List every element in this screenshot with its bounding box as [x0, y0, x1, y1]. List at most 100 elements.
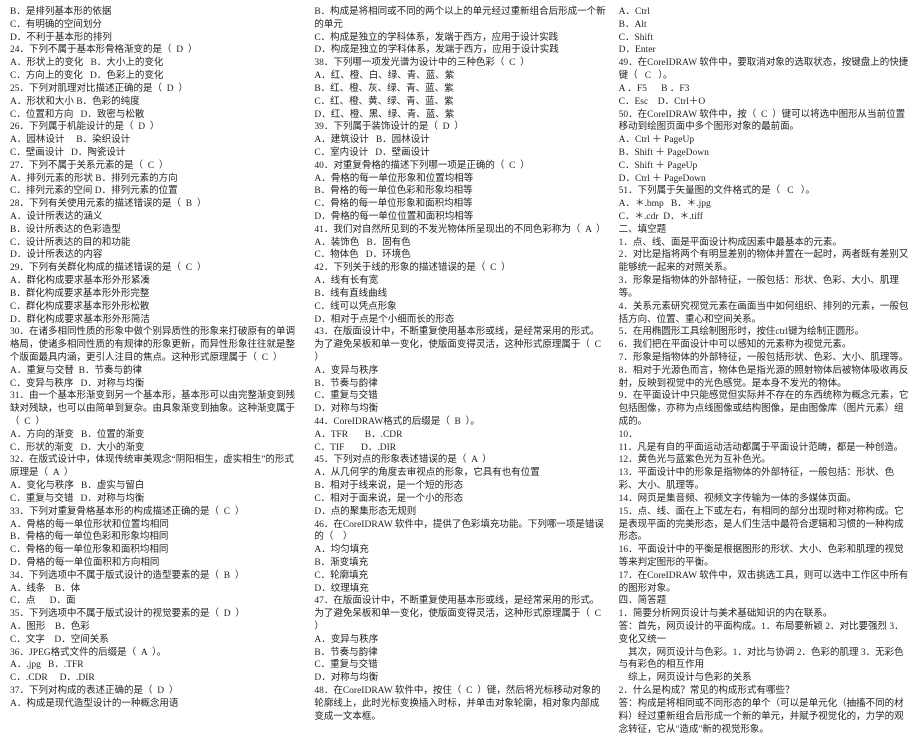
text-line: D．Enter	[619, 44, 910, 57]
text-line: C．点 D．面	[10, 595, 301, 608]
text-line: D．相对于点是个小细而长的形态	[314, 314, 605, 327]
text-line: 综上，网页设计与色彩的关系	[619, 672, 910, 685]
text-line: 44．CoreIDRAW格式的后缀是（ B ）。	[314, 416, 605, 429]
column-right: A．CtrlB．AltC．ShiftD．Enter49．在CoreIDRAW 软…	[612, 6, 916, 645]
text-line: A．骨格的每一单位形象和位置均相等	[314, 173, 605, 186]
text-line: A．均匀填充	[314, 544, 605, 557]
text-line: B．设计所表达的色彩造型	[10, 224, 301, 237]
text-line: D．不利于基本形的排列	[10, 32, 301, 45]
text-line: A．方向的渐变 B．位置的渐变	[10, 429, 301, 442]
text-line: 48．在CoreIDRAW 软件中，按住（ C ）键，然后将光标移动对象的轮廓线…	[314, 685, 605, 723]
text-line: 24．下列不属于基本形骨格渐变的是（ D ）	[10, 44, 301, 57]
text-line: 9．在平面设计中只能感觉但实际并不存在的东西统称为概念元素，它包括图像，亦称为点…	[619, 390, 910, 428]
text-line: C．文字 D．空间关系	[10, 634, 301, 647]
text-line: 13．平面设计中的形象是指物体的外部特征，一般包括：形状、色彩、大小、肌理等。	[619, 467, 910, 493]
text-line: 47．在版面设计中，不断重复使用基本形或线，是经常采用的形式。为了避免呆板和单一…	[314, 595, 605, 633]
text-line: C．重复与交错 D．对称与均衡	[10, 493, 301, 506]
text-line: 14．网页是集音频、视频文字传输为一体的多媒体页面。	[619, 493, 910, 506]
text-line: 51．下列属于矢量图的文件格式的是（ C ）。	[619, 185, 910, 198]
text-line: A．设计所表达的涵义	[10, 211, 301, 224]
text-line: 5．在用椭圆形工具绘制图形时，按住ctrl键为绘制正圆形。	[619, 326, 910, 339]
text-line: A．群化构成要求基本形外形紧凑	[10, 275, 301, 288]
text-line: D．群化构成要求基本形外形简洁	[10, 314, 301, 327]
text-line: 四．简答题	[619, 595, 910, 608]
text-line: A．Ctrl ＋ PageUp	[619, 134, 910, 147]
text-line: C．方向上的变化 D．色彩上的变化	[10, 70, 301, 83]
text-line: D．红、橙、黑、绿、青、蓝、紫	[314, 109, 605, 122]
text-line: A．形状上的变化 B．大小上的变化	[10, 57, 301, 70]
text-line: B．Shift ＋ PageDown	[619, 147, 910, 160]
text-line: D．Ctrl ＋ PageDown	[619, 173, 910, 186]
text-line: C．位置和方向 D．致密与松散	[10, 109, 301, 122]
text-line: 17．在CoreIDRAW 软件中，双击挑选工具，则可以选中工作区中所有的图形对…	[619, 570, 910, 596]
text-line: A．园林设计 B．染织设计	[10, 134, 301, 147]
text-line: C．室内设计 D．壁画设计	[314, 147, 605, 160]
text-line: B．骨格的每一单位色彩和形象均相同	[10, 531, 301, 544]
text-line: C．Shift	[619, 32, 910, 45]
text-line: B．渐变填充	[314, 557, 605, 570]
text-line: C．变异与秩序 D．对称与均衡	[10, 378, 301, 391]
text-line: B．相对于线来说，是一个短的形态	[314, 480, 605, 493]
text-line: 26．下列属于机能设计的是（ D ）	[10, 121, 301, 134]
text-line: A．TFR B．.CDR	[314, 429, 605, 442]
text-line: D．骨格的每一单位面积和方向相同	[10, 557, 301, 570]
text-line: C．骨格的每一单位形象和面积均相等	[314, 198, 605, 211]
text-line: 43．在版面设计中，不断重复使用基本形或线，是经常采用的形式。为了避免呆板和单一…	[314, 326, 605, 364]
text-line: 2．对比是指将两个有明显差别的物体并置在一起时，两者既有差别又能够统一起来的对照…	[619, 249, 910, 275]
text-line: A．红、橙、白、绿、青、蓝、紫	[314, 70, 605, 83]
text-line: C．Esc D．Ctrl＋O	[619, 96, 910, 109]
text-line: 其次，网页设计与色彩。1．对比与协调 2．色彩的肌理 3．无彩色与有彩色的相互作…	[619, 647, 910, 673]
text-line: A．变异与秩序	[314, 365, 605, 378]
text-line: 1．简要分析网页设计与美术基础知识的内在联系。	[619, 608, 910, 621]
text-line: 8．相对于光源色而言，物体色是指光源的照射物体后被物体吸收再反射，反映到视觉中的…	[619, 365, 910, 391]
text-line: C．重复与交错	[314, 659, 605, 672]
text-line: C．轮廓填充	[314, 570, 605, 583]
text-line: C．.CDR D．.DIR	[10, 672, 301, 685]
text-line: C．壁画设计 D．陶瓷设计	[10, 147, 301, 160]
text-line: 31．由一个基本形渐变到另一个基本形，基本形可以由完整渐变到残缺对残缺，也可以由…	[10, 390, 301, 428]
text-line: 41．我们对自然所见到的不发光物体所呈现出的不同色彩称为（ A ）	[314, 224, 605, 237]
text-line: 50．在CoreIDRAW 软件中，按（ C ）键可以将选中图形从当前位置移动到…	[619, 109, 910, 135]
text-line: 7．形象是指物体的外部特征，一般包括形状、色彩、大小、肌理等。	[619, 352, 910, 365]
text-line: 2．什么是构成？常见的构成形式有哪些？	[619, 685, 910, 698]
text-line: B．是排列基本形的依据	[10, 6, 301, 19]
text-line: 32．在版式设计中，体现传统审美观念“阴阳相生，虚实相生”的形式原理是（ A ）	[10, 454, 301, 480]
text-line: 34．下列选项中不属于版式设计的造型要素的是（ B ）	[10, 570, 301, 583]
text-line: B．群化构成要求基本形外形完整	[10, 288, 301, 301]
text-line: A．图形 B．色彩	[10, 621, 301, 634]
text-line: C．红、橙、黄、绿、青、蓝、紫	[314, 96, 605, 109]
text-line: C．排列元素的空间 D．排列元素的位置	[10, 185, 301, 198]
text-line: 35．下列选项中不属于版式设计的视觉要素的是（ D ）	[10, 608, 301, 621]
text-line: C．群化构成要求基本形外形松散	[10, 301, 301, 314]
exam-page: B．是排列基本形的依据C．有明确的空间划分D．不利于基本形的排列24．下列不属于…	[0, 0, 920, 651]
text-line: 25．下列对肌理对比描述正确的是（ D ）	[10, 83, 301, 96]
text-line: 15．点、线、面在上下或左右，有相同的部分出现时称对称构成。它是表现平面的完美形…	[619, 506, 910, 544]
text-line: 42．下列关于线的形象的描述错误的是（ C ）	[314, 262, 605, 275]
text-line: A．构成是现代造型设计的一种概念用语	[10, 698, 301, 711]
text-line: C．TIF D．.DIR	[314, 442, 605, 455]
text-line: A ．F5 B ．F3	[619, 83, 910, 96]
text-line: A．变异与秩序	[314, 634, 605, 647]
text-line: A．线条 B．体	[10, 583, 301, 596]
text-line: 46．在CoreIDRAW 软件中，提供了色彩填充功能。下列哪一项是错误的（ ）	[314, 519, 605, 545]
text-line: 29．下列有关群化构成的描述错误的是（ C ）	[10, 262, 301, 275]
text-line: C．线可以凭点形象	[314, 301, 605, 314]
text-line: B．构成是将相同或不同的两个以上的单元经过重新组合后形成一个新的单元	[314, 6, 605, 32]
text-line: A．.jpg B．.TFR	[10, 659, 301, 672]
text-line: C．有明确的空间划分	[10, 19, 301, 32]
text-line: B．节奏与韵律	[314, 378, 605, 391]
text-line: A．重复与交替 B．节奏与韵律	[10, 365, 301, 378]
text-line: A．从几何学的角度去审视点的形象，它具有也有位置	[314, 467, 605, 480]
text-line: 答：首先，网页设计的平面构成。1．布局要新颖 2．对比要强烈 3．变化又统一	[619, 621, 910, 647]
text-line: B．红、橙、灰、绿、青、蓝、紫	[314, 83, 605, 96]
text-line: 36．JPEG格式文件的后缀是（ A ）。	[10, 647, 301, 660]
text-line: D．设计所表达的内容	[10, 249, 301, 262]
text-line: 答：构成是将相同或不同形态的单个（可以是单元化（抽搐不同的材料）经过重新组合后形…	[619, 698, 910, 736]
text-line: D．点的聚集形态无规则	[314, 506, 605, 519]
text-line: C．形状的渐变 D．大小的渐变	[10, 442, 301, 455]
text-line: C．Shift ＋ PageUp	[619, 160, 910, 173]
text-line: A．装饰色 B．固有色	[314, 237, 605, 250]
text-line: 40．对重复骨格的描述下列哪一项是正确的（ C ）	[314, 160, 605, 173]
column-middle: B．构成是将相同或不同的两个以上的单元经过重新组合后形成一个新的单元C．构成是独…	[307, 6, 611, 645]
text-line: 39．下列属于装饰设计的是（ D ）	[314, 121, 605, 134]
